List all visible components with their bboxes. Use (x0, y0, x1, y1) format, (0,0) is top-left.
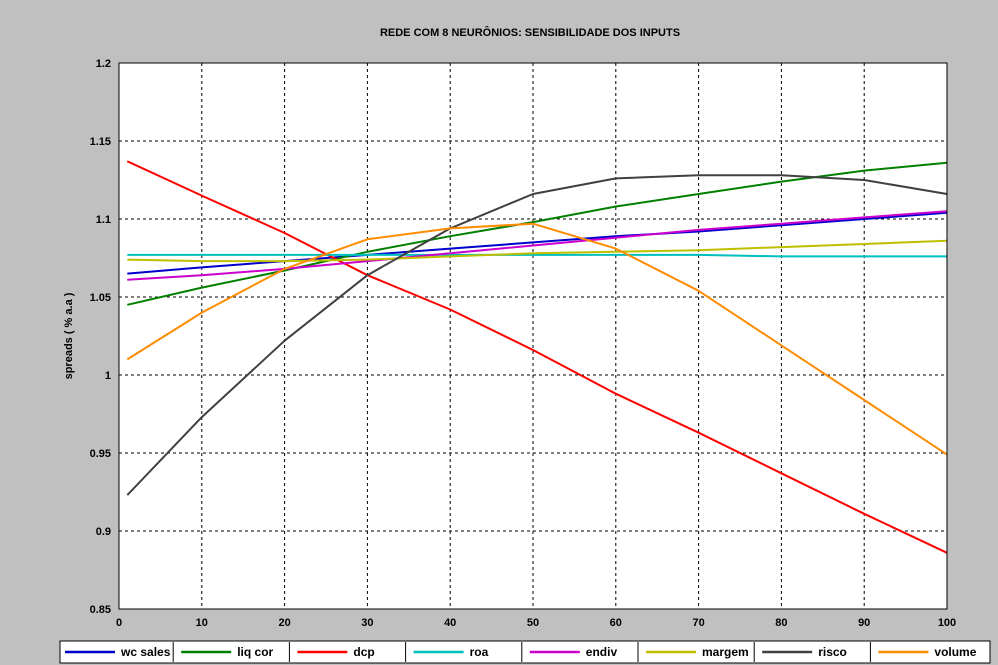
series-line-wc-sales (127, 211, 948, 275)
series-line-liq-cor (127, 161, 948, 306)
legend: wc sales liq cor dcp roa endiv margem risco vol… (59, 640, 991, 664)
legend-item-wc-sales: wc sales (65, 645, 171, 659)
y-tick-label: 1 (105, 370, 111, 382)
series-line-roa (127, 253, 947, 258)
legend-label: endiv (586, 645, 618, 659)
x-tick-label: 10 (196, 617, 208, 629)
x-tick-label: 20 (278, 617, 290, 629)
chart-title: REDE COM 8 NEURÔNIOS: SENSIBILIDADE DOS … (380, 26, 680, 39)
x-tick-label: 70 (692, 617, 704, 629)
series-lines (126, 160, 948, 554)
y-tick-label: 1.2 (96, 58, 111, 70)
tick-labels: 0 10 20 30 40 50 60 70 80 90 100 0.85 0.9 0.95 1 1.05 1.… (90, 58, 957, 629)
legend-label: liq cor (237, 645, 273, 659)
y-tick-label: 0.95 (90, 448, 111, 460)
x-tick-label: 80 (775, 617, 787, 629)
grid-lines (119, 63, 947, 609)
legend-item-dcp: dcp (297, 645, 375, 659)
legend-item-margem: margem (646, 645, 749, 659)
y-tick-label: 0.9 (96, 526, 111, 538)
plot-frame (118, 62, 948, 610)
legend-box (59, 640, 991, 664)
series-line-risco (126, 174, 948, 496)
y-axis-label: spreads ( % a.a ) (63, 292, 75, 379)
legend-label: wc sales (120, 645, 171, 659)
x-tick-label: 100 (938, 617, 956, 629)
legend-item-liq-cor: liq cor (181, 645, 274, 659)
legend-label: dcp (353, 645, 374, 659)
x-tick-label: 30 (361, 617, 373, 629)
series-line-dcp (126, 160, 948, 554)
legend-label: volume (934, 645, 976, 659)
legend-label: risco (818, 645, 847, 659)
legend-item-volume: volume (878, 645, 977, 659)
series-line-volume (126, 222, 948, 456)
y-tick-label: 1.1 (96, 214, 111, 226)
series-line-margem (127, 239, 948, 263)
x-tick-label: 40 (444, 617, 456, 629)
legend-item-risco: risco (762, 645, 847, 659)
x-tick-label: 50 (527, 617, 539, 629)
y-tick-label: 0.85 (90, 604, 111, 616)
x-tick-label: 0 (116, 617, 122, 629)
legend-label: roa (470, 645, 489, 659)
x-tick-label: 60 (610, 617, 622, 629)
legend-item-endiv: endiv (529, 645, 618, 659)
y-tick-label: 1.05 (90, 292, 111, 304)
legend-label: margem (702, 645, 749, 659)
x-tick-label: 90 (858, 617, 870, 629)
y-tick-label: 1.15 (90, 136, 111, 148)
legend-item-roa: roa (413, 645, 489, 659)
series-line-endiv (127, 210, 948, 281)
